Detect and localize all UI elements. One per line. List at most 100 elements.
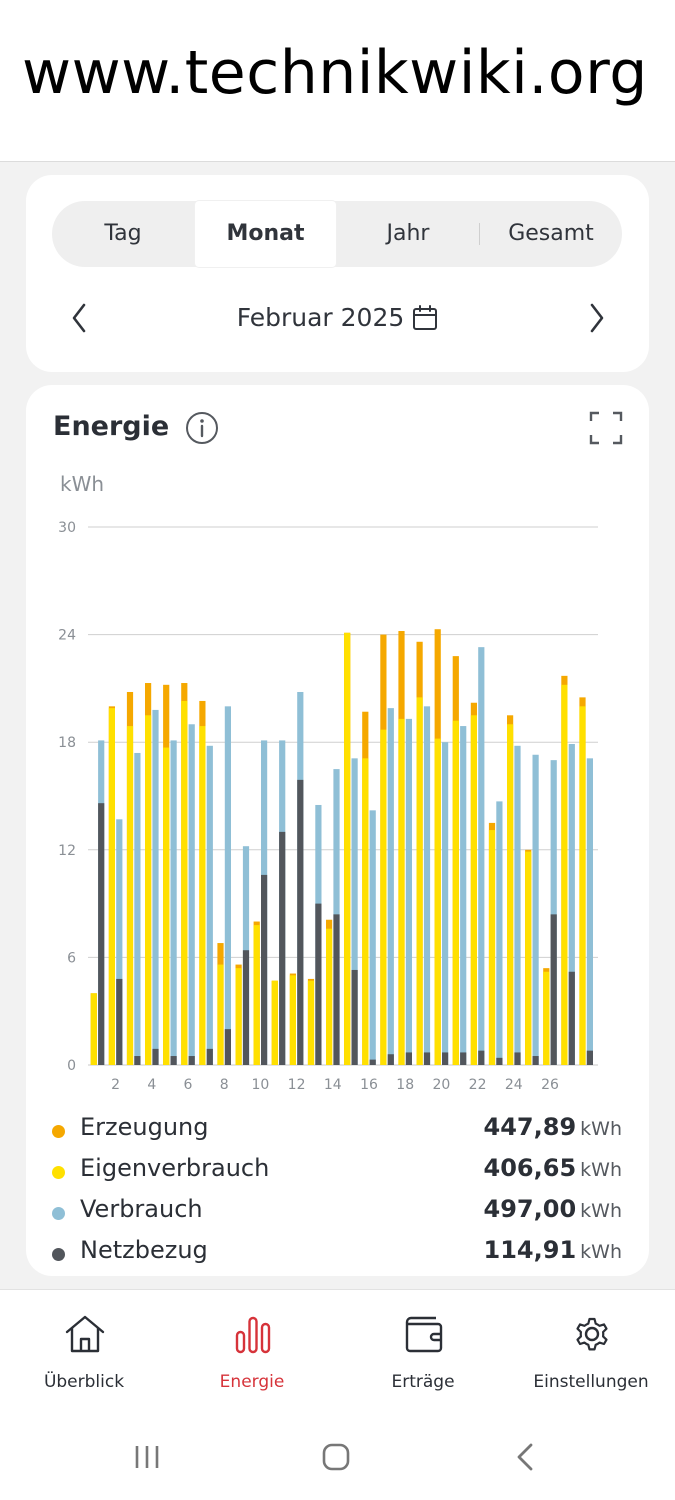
bar-verbrauch — [460, 726, 467, 1065]
y-tick-label: 12 — [58, 843, 76, 859]
calendar-icon — [413, 304, 438, 330]
bar-verbrauch — [405, 718, 412, 1065]
bar-verbrauch — [170, 740, 177, 1065]
bar-verbrauch — [224, 706, 231, 1065]
nav-item-ueberblick[interactable]: Überblick — [0, 1290, 168, 1412]
bar-eigenverbrauch — [434, 738, 441, 1065]
legend-dot — [52, 1125, 65, 1138]
bar-netzbezug — [586, 1050, 593, 1065]
bottom-navigation: Überblick Energie Erträge Einstellungen — [0, 1289, 675, 1411]
x-tick-label: 10 — [251, 1077, 269, 1093]
home-circle-icon[interactable] — [316, 1439, 356, 1475]
legend-value: 406,65 kWh — [483, 1154, 622, 1182]
bar-netzbezug — [568, 971, 575, 1065]
next-period-button[interactable] — [577, 293, 617, 343]
nav-label: Überblick — [43, 1372, 125, 1392]
bar-verbrauch — [478, 647, 485, 1065]
nav-item-einstellungen[interactable]: Einstellungen — [507, 1290, 675, 1412]
bar-netzbezug — [387, 1054, 394, 1065]
bar-netzbezug — [224, 1029, 231, 1065]
legend-label: Erzeugung — [80, 1113, 209, 1141]
bar-netzbezug — [532, 1056, 539, 1065]
energy-card: Energie kWh 0 6 12 18 24 30 2 4 6 8 10 12 14 16 18 20 22… — [26, 385, 649, 1276]
bar-eigenverbrauch — [362, 758, 369, 1065]
tab-monat[interactable]: Monat — [195, 201, 336, 267]
bar-netzbezug — [460, 1052, 467, 1065]
watermark-banner: www.technikwiki.org — [0, 0, 675, 162]
y-tick-label: 18 — [58, 735, 76, 751]
bar-netzbezug — [134, 1056, 141, 1065]
bar-verbrauch — [496, 801, 503, 1065]
bar-netzbezug — [442, 1052, 449, 1065]
legend-label: Verbrauch — [80, 1195, 203, 1223]
wallet-icon — [405, 1316, 443, 1353]
recent-apps-icon[interactable] — [127, 1439, 167, 1475]
legend-dot — [52, 1248, 65, 1261]
fullscreen-icon[interactable] — [589, 411, 623, 445]
nav-item-energie[interactable]: Energie — [168, 1290, 336, 1412]
bar-netzbezug — [297, 779, 304, 1065]
legend-dot — [52, 1166, 65, 1179]
legend-value: 114,91 kWh — [483, 1236, 622, 1264]
bar-eigenverbrauch — [199, 726, 206, 1065]
chevron-right-icon — [590, 303, 604, 333]
bar-netzbezug — [405, 1052, 412, 1065]
bar-netzbezug — [98, 803, 105, 1065]
bar-eigenverbrauch — [543, 971, 550, 1065]
bar-eigenverbrauch — [145, 715, 152, 1065]
bar-eigenverbrauch — [344, 632, 351, 1065]
bar-verbrauch — [188, 724, 195, 1065]
period-picker-button[interactable]: Februar 2025 — [237, 303, 439, 332]
bar-netzbezug — [242, 950, 250, 1065]
bar-eigenverbrauch — [579, 706, 586, 1065]
tab-gesamt[interactable]: Gesamt — [508, 221, 594, 246]
period-label: Februar 2025 — [236, 303, 405, 332]
bar-eigenverbrauch — [507, 724, 514, 1065]
tab-jahr[interactable]: Jahr — [386, 221, 430, 246]
bar-eigenverbrauch — [307, 980, 315, 1065]
nav-label: Erträge — [391, 1372, 455, 1392]
bar-eigenverbrauch — [470, 715, 477, 1065]
bar-eigenverbrauch — [163, 747, 170, 1065]
bar-netzbezug — [423, 1052, 431, 1065]
legend-value: 447,89 kWh — [483, 1113, 622, 1141]
bar-netzbezug — [261, 874, 268, 1065]
x-tick-label: 2 — [111, 1077, 120, 1093]
x-tick-label: 20 — [432, 1077, 450, 1093]
bar-eigenverbrauch — [289, 975, 296, 1065]
nav-label: Einstellungen — [533, 1372, 649, 1392]
x-tick-label: 18 — [396, 1077, 414, 1093]
energy-title: Energie — [53, 411, 170, 442]
info-icon[interactable] — [185, 411, 219, 445]
watermark-text: www.technikwiki.org — [22, 38, 648, 108]
bar-chart-icon — [235, 1316, 271, 1354]
tab-tag[interactable]: Tag — [104, 221, 142, 246]
bar-netzbezug — [514, 1052, 521, 1065]
bar-netzbezug — [369, 1059, 376, 1065]
legend-value: 497,00 kWh — [483, 1195, 622, 1223]
y-tick-label: 30 — [58, 520, 76, 536]
home-icon — [65, 1315, 105, 1353]
nav-item-ertraege[interactable]: Erträge — [339, 1290, 507, 1412]
y-tick-label: 6 — [67, 950, 76, 966]
bar-eigenverbrauch — [90, 993, 97, 1065]
y-axis-unit: kWh — [60, 472, 105, 496]
y-tick-label: 24 — [58, 628, 76, 644]
bar-netzbezug — [351, 969, 358, 1065]
legend-item-eigenverbrauch: Eigenverbrauch 406,65 kWh — [52, 1151, 622, 1192]
bar-verbrauch — [134, 752, 141, 1065]
back-icon[interactable] — [505, 1439, 545, 1475]
system-navigation-bar — [0, 1411, 675, 1500]
x-tick-label: 22 — [469, 1077, 487, 1093]
bar-verbrauch — [116, 819, 123, 1065]
bar-eigenverbrauch — [235, 968, 242, 1065]
bar-netzbezug — [152, 1048, 159, 1065]
x-tick-label: 6 — [184, 1077, 193, 1093]
previous-period-button[interactable] — [59, 293, 99, 343]
x-tick-label: 8 — [220, 1077, 229, 1093]
bar-eigenverbrauch — [525, 851, 532, 1065]
tab-divider — [479, 223, 480, 245]
y-tick-label: 0 — [67, 1058, 76, 1074]
legend-dot — [52, 1207, 65, 1220]
